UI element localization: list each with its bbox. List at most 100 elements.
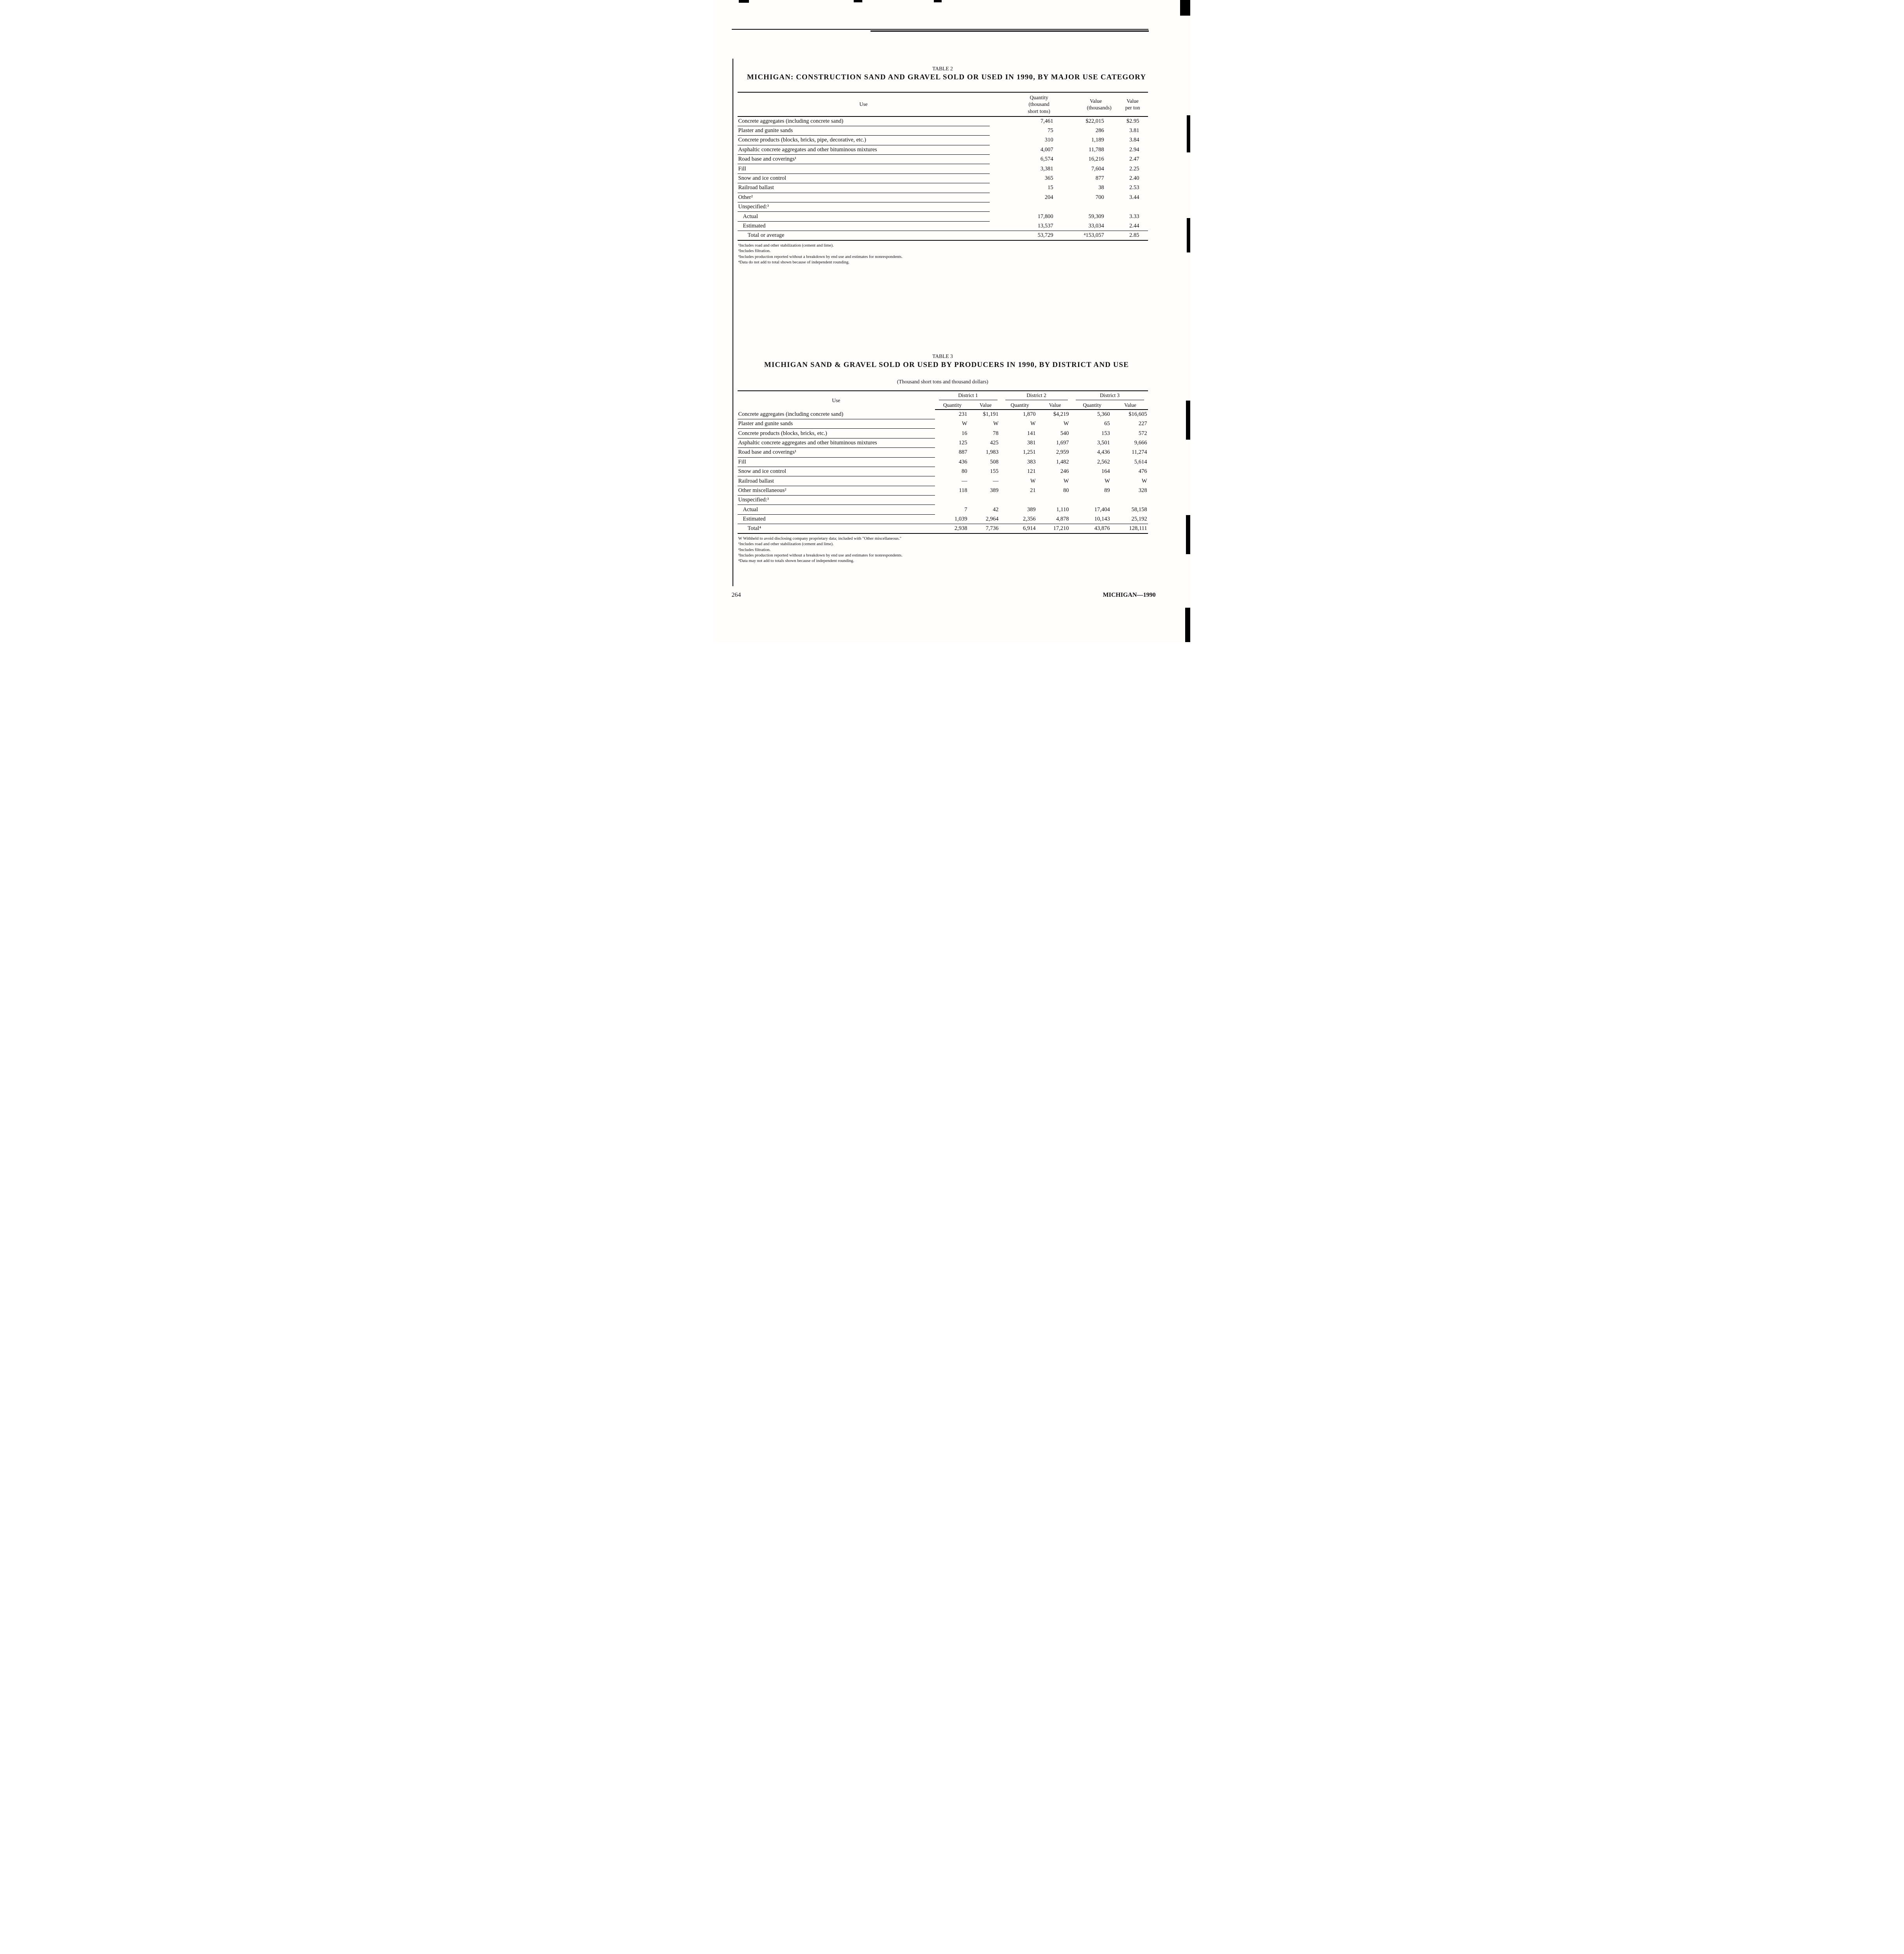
- table3: Use District 1 District 2 District 3 Qua…: [737, 390, 1148, 534]
- page: TABLE 2 MICHIGAN: CONSTRUCTION SAND AND …: [714, 0, 1190, 642]
- cell-value: 128,111: [1129, 525, 1147, 532]
- cell-value: 328: [1138, 487, 1147, 494]
- cell-value: 1,482: [1056, 458, 1069, 465]
- table2-body: Concrete aggregates (including concrete …: [737, 116, 1148, 240]
- row-label: Total or average: [747, 232, 785, 239]
- scan-artifact: [853, 0, 862, 2]
- cell-value: 227: [1138, 421, 1147, 427]
- table3-caption: TABLE 3: [932, 353, 953, 360]
- footnote: ⁴Data do not add to total shown because …: [738, 259, 850, 265]
- district2-label: District 2: [1005, 392, 1068, 400]
- footnote: ³Includes production reported without a …: [738, 553, 903, 558]
- cell-value: 4,878: [1038, 514, 1072, 524]
- row-label: Unspecified:³: [737, 202, 990, 212]
- cell-value: 3.33: [1129, 213, 1139, 220]
- table3-subtitle: (Thousand short tons and thousand dollar…: [897, 379, 989, 385]
- row-label: Snow and ice control: [737, 174, 990, 184]
- row-label: Concrete aggregates (including concrete …: [737, 116, 990, 126]
- running-title: MICHIGAN—1990: [1103, 592, 1156, 598]
- table3-header: Use District 1 District 2 District 3 Qua…: [737, 390, 1148, 410]
- cell-value: 1,189: [1091, 137, 1104, 143]
- cell-value: 365: [1044, 175, 1053, 182]
- table-row: Actual 17,800 59,309 3.33: [737, 211, 1148, 222]
- cell-value: 155: [990, 468, 999, 475]
- table-row: Asphaltic concrete aggregates and other …: [737, 438, 1148, 448]
- cell-value: 10,143: [1071, 514, 1113, 524]
- table-row: Fill 436 508 383 1,482 2,562 5,614: [737, 457, 1148, 467]
- cell-value: 9,666: [1134, 439, 1147, 446]
- cell-value: 7,604: [1091, 165, 1104, 172]
- cell-value: 5,614: [1134, 458, 1147, 465]
- district-group-header: District 1: [935, 390, 1001, 401]
- table-row: Concrete aggregates (including concrete …: [737, 410, 1148, 419]
- row-label: Total⁴: [747, 525, 761, 532]
- cell-value: 1,983: [985, 449, 999, 456]
- cell-value: 2.53: [1129, 184, 1139, 191]
- cell-value: 125: [958, 439, 967, 446]
- footnote: ²Includes filtration.: [738, 249, 771, 254]
- row-label: Road base and coverings¹: [737, 154, 990, 165]
- table2-caption: TABLE 2: [932, 66, 953, 72]
- page-number: 264: [731, 592, 741, 598]
- cell-value: —: [993, 478, 999, 484]
- cell-value: 2,938: [954, 525, 967, 532]
- table-row: Total or average 53,729 ⁴153,057 2.85: [738, 231, 1148, 240]
- cell-value: 3.81: [1129, 127, 1139, 134]
- cell-value: 383: [1027, 458, 1036, 465]
- cell-value: —: [962, 478, 967, 484]
- cell-value: 2,562: [1097, 458, 1110, 465]
- cell-value: W: [1030, 478, 1036, 484]
- cell-value: 1,870: [1023, 411, 1036, 418]
- scan-artifact: [1186, 515, 1190, 554]
- scan-artifact: [1186, 401, 1190, 440]
- row-label: Estimated: [737, 221, 990, 231]
- row-label: Plaster and gunite sands: [737, 126, 990, 136]
- cell-value: 389: [1027, 506, 1036, 513]
- col-header-use: Use: [737, 390, 935, 410]
- cell-value: [1113, 496, 1148, 505]
- top-rule-heavy: [870, 30, 1149, 32]
- cell-value: 877: [1095, 175, 1104, 182]
- table-row: Road base and coverings¹ 6,574 16,216 2.47: [737, 154, 1148, 165]
- cell-value: 11,274: [1132, 449, 1147, 456]
- cell-value: 540: [1060, 430, 1069, 437]
- cell-value: W: [1063, 478, 1069, 484]
- row-label: Estimated: [737, 514, 935, 524]
- row-label: Fill: [737, 457, 935, 467]
- cell-value: 80: [1063, 487, 1069, 494]
- row-label: Fill: [737, 164, 990, 174]
- table-row: Asphaltic concrete aggregates and other …: [737, 145, 1148, 155]
- cell-value: 16: [962, 430, 967, 437]
- cell-value: 21: [1030, 487, 1036, 494]
- table3-title: MICHIGAN SAND & GRAVEL SOLD OR USED BY P…: [764, 361, 1129, 369]
- cell-value: 1,697: [1056, 439, 1069, 446]
- cell-value: 43,876: [1094, 525, 1110, 532]
- cell-value: 1,251: [1023, 449, 1036, 456]
- row-label: Other²: [737, 193, 990, 203]
- cell-value: 4,007: [1040, 146, 1053, 153]
- col-header-value: Value: [1112, 401, 1148, 410]
- cell-value: 3.44: [1129, 194, 1139, 200]
- cell-value: 75: [1048, 127, 1053, 134]
- col-header-value-per-ton: Value per ton: [1105, 92, 1148, 117]
- table-row: Snow and ice control 365 877 2.40: [737, 174, 1148, 184]
- top-rule: [731, 29, 1148, 30]
- cell-value: 121: [1027, 468, 1036, 475]
- cell-value: 381: [1027, 439, 1036, 446]
- row-label: Other miscellaneous²: [737, 486, 935, 496]
- footnote: ¹Includes road and other stabilization (…: [738, 542, 834, 547]
- table-row: Other miscellaneous² 118 389 21 80 89 328: [737, 486, 1148, 496]
- cell-value: 53,729: [1037, 232, 1053, 239]
- cell-value: 17,800: [1037, 213, 1053, 220]
- cell-value: 2,959: [1056, 449, 1069, 456]
- cell-value: 5,360: [1097, 411, 1110, 418]
- cell-value: 89: [1104, 487, 1110, 494]
- table-row: Estimated 13,537 33,034 2.44: [737, 221, 1148, 231]
- cell-value: [1001, 496, 1039, 505]
- table-row: Snow and ice control 80 155 121 246 164 476: [737, 467, 1148, 477]
- table3-body: Concrete aggregates (including concrete …: [737, 410, 1148, 533]
- footnote: W Withheld to avoid disclosing company p…: [738, 536, 902, 541]
- row-label: Plaster and gunite sands: [737, 419, 935, 429]
- cell-value: 4,436: [1097, 449, 1110, 456]
- row-label: Railroad ballast: [737, 476, 935, 486]
